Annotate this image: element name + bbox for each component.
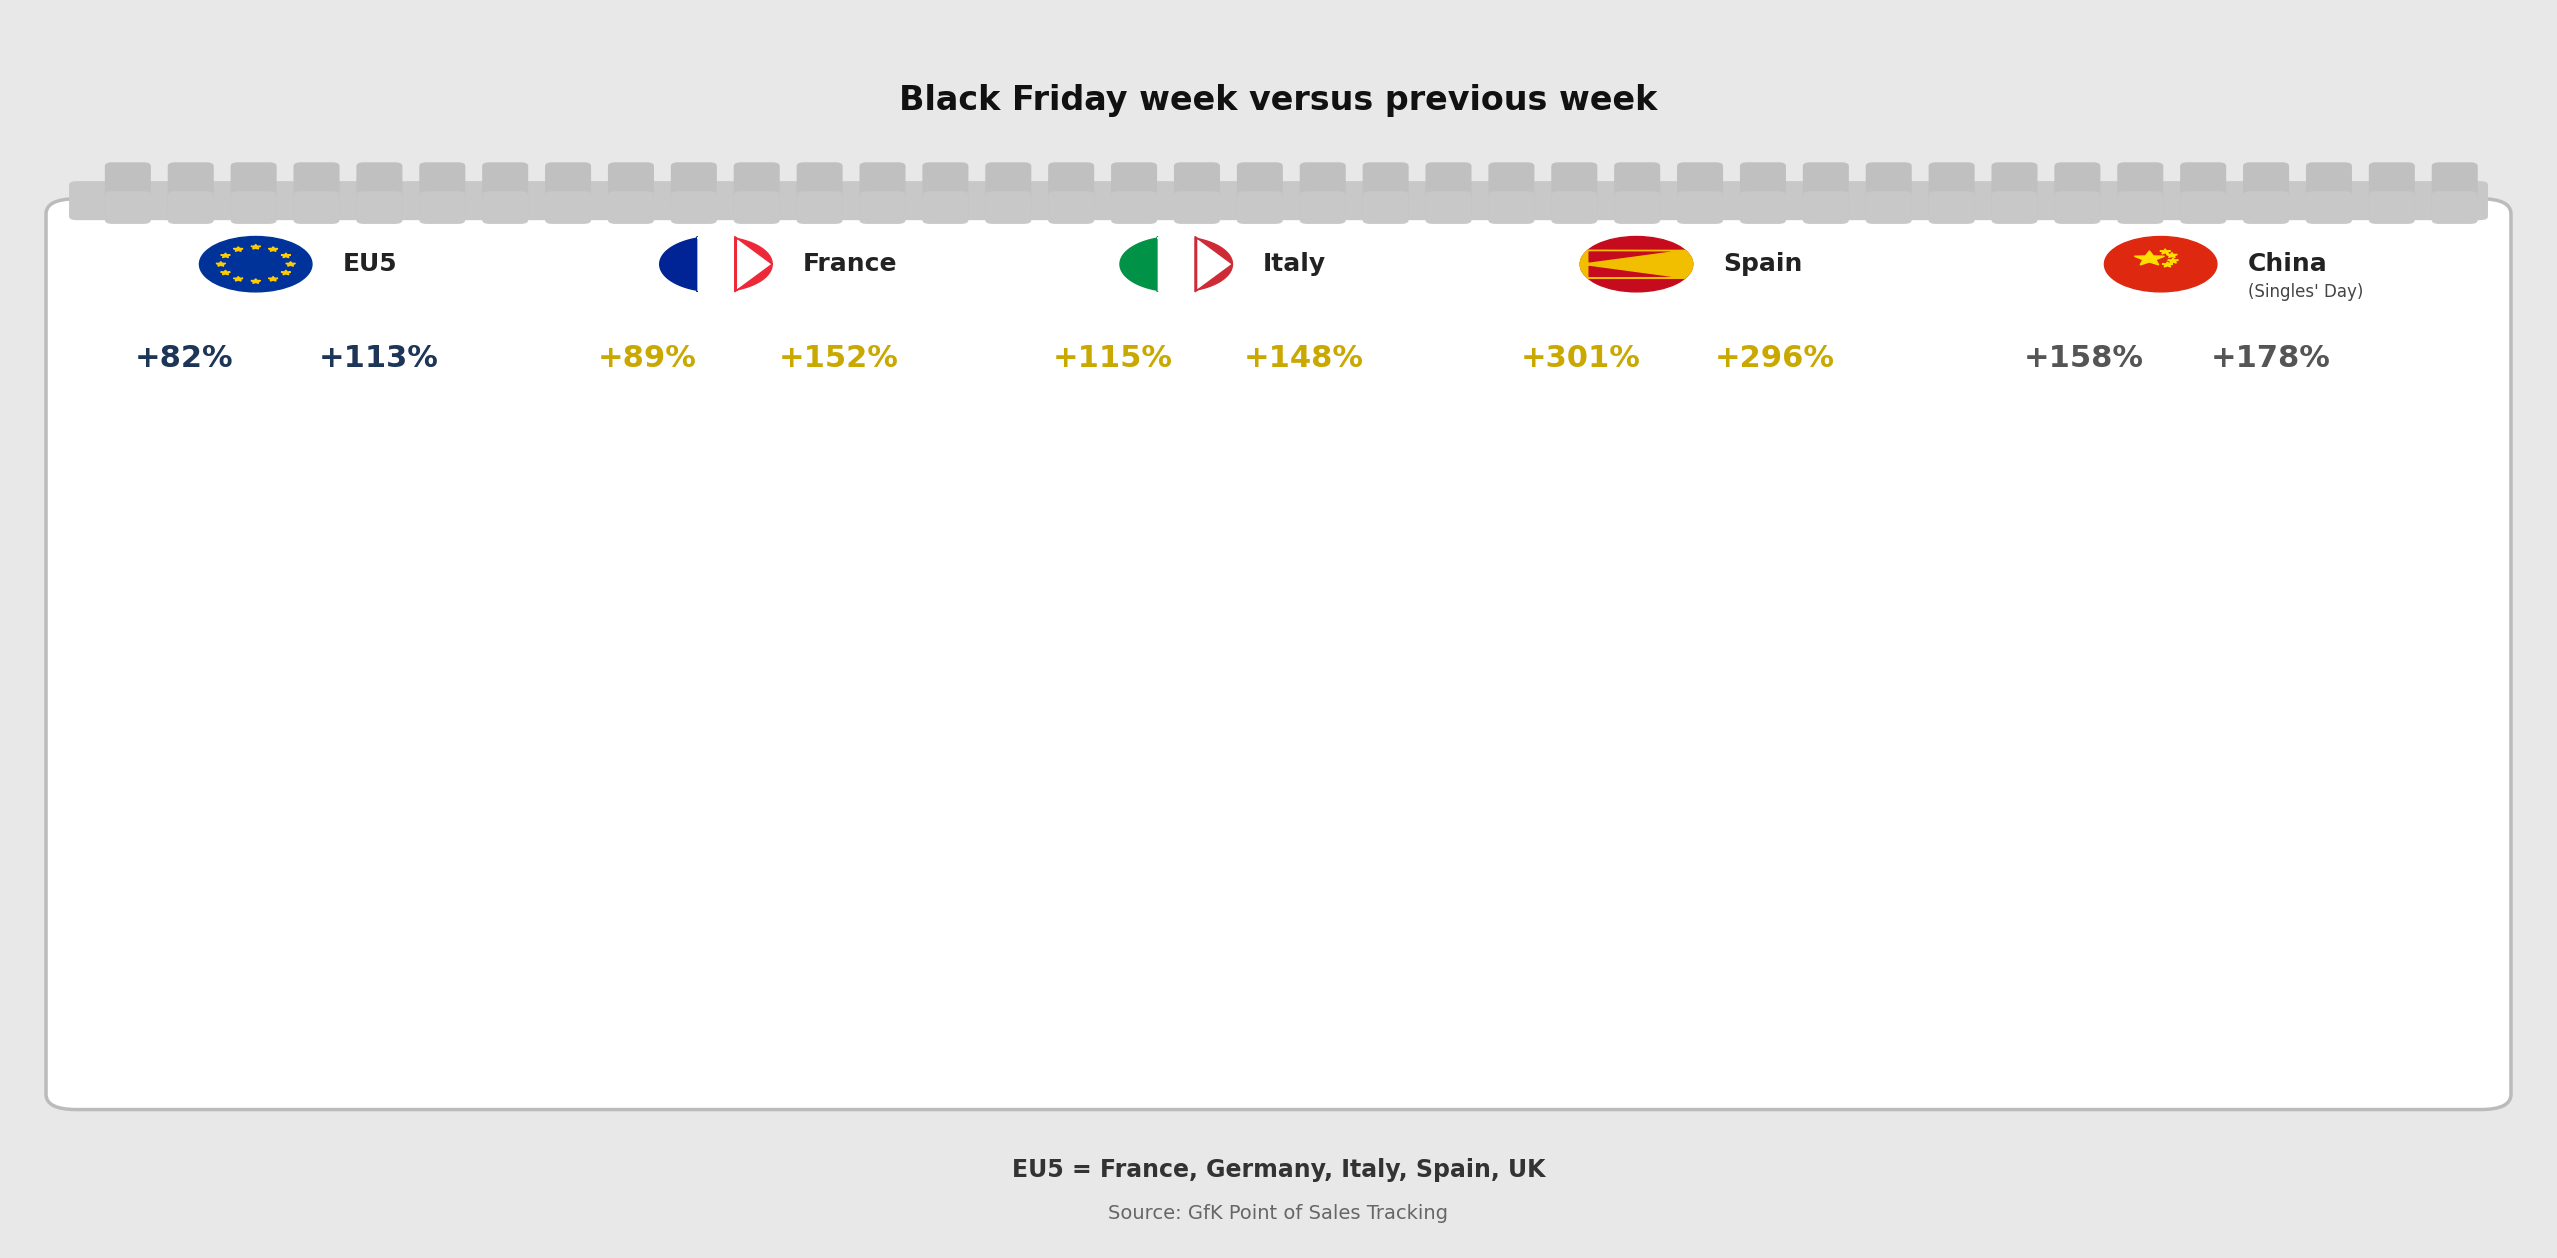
Bar xyxy=(409,852,483,1057)
Text: +301%: +301% xyxy=(1521,343,1639,374)
Text: 2018: 2018 xyxy=(1900,1089,1956,1110)
Text: EU5 = France, Germany, Italy, Spain, UK: EU5 = France, Germany, Italy, Spain, UK xyxy=(1013,1157,1544,1183)
Bar xyxy=(790,896,867,1057)
Text: 2018: 2018 xyxy=(913,1089,969,1110)
Text: 100%: 100% xyxy=(92,867,148,884)
Bar xyxy=(1780,511,1856,1057)
Text: China: China xyxy=(2248,252,2327,277)
Text: EU5: EU5 xyxy=(343,252,396,277)
Text: +296%: +296% xyxy=(1716,343,1833,374)
Text: +158%: +158% xyxy=(2025,343,2143,374)
Text: +148%: +148% xyxy=(1245,343,1363,374)
Bar xyxy=(2273,770,2350,1057)
Text: +89%: +89% xyxy=(598,343,696,374)
Text: +82%: +82% xyxy=(136,343,233,374)
Bar xyxy=(1286,848,1360,1057)
Text: Source: GfK Point of Sales Tracking: Source: GfK Point of Sales Tracking xyxy=(1110,1204,1447,1224)
Bar xyxy=(297,908,373,1057)
Bar xyxy=(903,781,977,1057)
Text: +113%: +113% xyxy=(320,343,437,374)
Bar xyxy=(1892,520,1966,1057)
Bar xyxy=(2386,733,2460,1057)
Text: 2018: 2018 xyxy=(1406,1089,1463,1110)
Bar xyxy=(1396,789,1473,1057)
Text: 2017: 2017 xyxy=(307,1089,363,1110)
Text: 2017: 2017 xyxy=(800,1089,857,1110)
Text: Spain: Spain xyxy=(1723,252,1803,277)
Text: +152%: +152% xyxy=(780,343,898,374)
Text: 200%: 200% xyxy=(92,686,148,703)
Text: +115%: +115% xyxy=(1053,343,1171,374)
Text: Italy: Italy xyxy=(1263,252,1327,277)
Text: 300%: 300% xyxy=(92,503,148,522)
Text: 2018: 2018 xyxy=(2396,1089,2452,1110)
Text: 2018: 2018 xyxy=(417,1089,473,1110)
Text: 2017: 2017 xyxy=(1294,1089,1353,1110)
Text: 2017: 2017 xyxy=(1790,1089,1846,1110)
Text: France: France xyxy=(803,252,898,277)
Text: 2017: 2017 xyxy=(2283,1089,2340,1110)
Text: +178%: +178% xyxy=(2212,343,2329,374)
Text: (Singles' Day): (Singles' Day) xyxy=(2248,283,2363,301)
Text: Black Friday week versus previous week: Black Friday week versus previous week xyxy=(900,84,1657,117)
